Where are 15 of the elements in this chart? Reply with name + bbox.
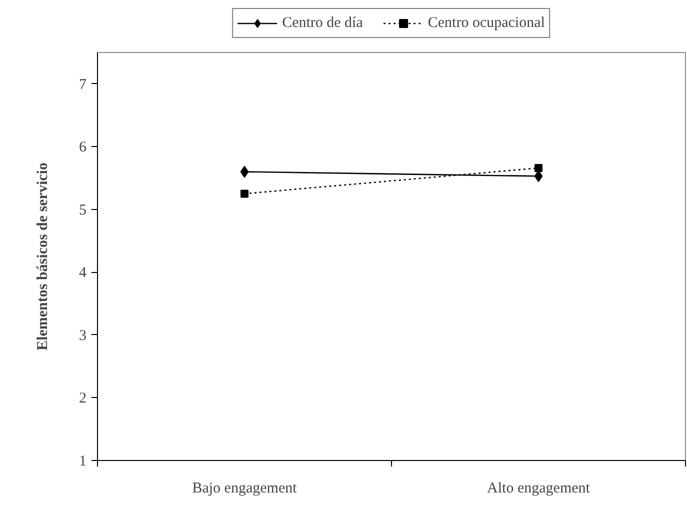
x-tick-label: Bajo engagement: [192, 480, 298, 496]
y-tick-label: 6: [79, 140, 87, 156]
y-tick-label: 2: [79, 390, 86, 407]
y-tick-label: 7: [79, 76, 87, 93]
legend-label: Centro ocupacional: [428, 14, 545, 32]
y-tick-label: 1: [79, 454, 86, 470]
point: [240, 166, 249, 178]
y-axis-title: Elementos básicos de servicio: [35, 162, 51, 350]
point: [534, 164, 542, 172]
y-tick-label: 5: [79, 202, 86, 218]
legend-label: Centro de día: [282, 14, 363, 32]
x-tick-label: Alto engagement: [487, 480, 591, 496]
y-tick-label: 4: [79, 265, 87, 282]
point: [240, 190, 248, 198]
y-tick-label: 3: [79, 328, 86, 344]
